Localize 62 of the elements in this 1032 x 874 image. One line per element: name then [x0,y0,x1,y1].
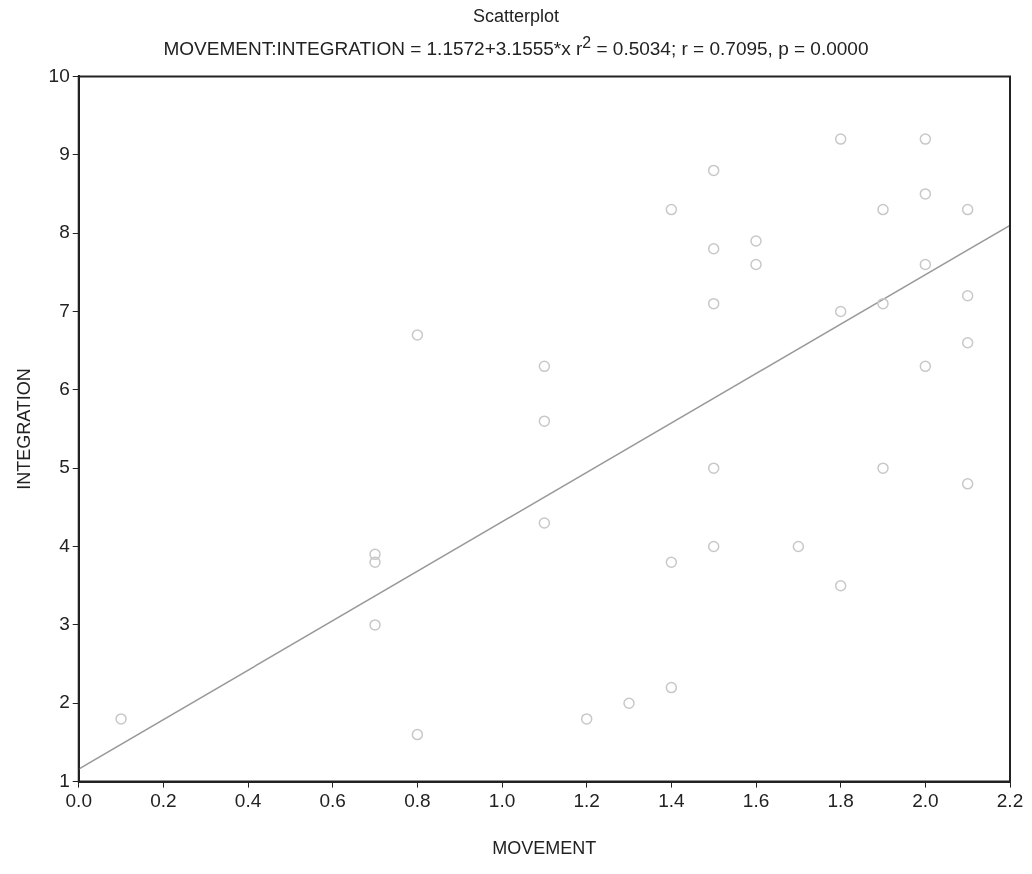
point [961,290,974,302]
point [750,235,762,247]
point [707,243,720,255]
x-axis-title: MOVEMENT [492,838,597,859]
x-tick-label: 0.4 [234,790,262,812]
point [834,305,847,318]
point [665,203,678,216]
point [369,619,381,631]
x-tick-label: 1.0 [488,790,516,812]
point [411,329,424,341]
y-tick-label: 8 [59,221,70,243]
point [538,415,551,427]
point [919,188,932,200]
y-tick-label: 2 [59,691,70,713]
y-tick-label: 9 [59,142,70,164]
point [707,297,720,310]
point [538,517,551,529]
point [877,297,889,310]
y-tick-label: 5 [59,456,70,478]
point [919,360,932,373]
point [538,360,551,373]
point [411,728,424,741]
point [707,462,720,474]
y-tick-label: 4 [59,534,71,556]
point [580,713,593,725]
y-axis-title: INTEGRATION [13,368,34,490]
x-tick-label: 1.4 [658,790,685,812]
y-tick-label: 10 [48,64,70,86]
point [792,540,805,553]
chart-title: Scatterplot [471,6,560,27]
point [961,203,974,216]
point [961,478,974,490]
point [919,133,932,145]
point [369,556,381,568]
chart-subtitle: MOVEMENT:INTEGRATION = 1.1572+3.1555*x r$^{2}$ = 0.5034; r = 0.7095, p = 0.0000 [162,34,870,61]
x-tick-label: 1.6 [742,790,770,812]
point [665,681,678,694]
point [750,258,762,271]
x-tick-label: 0.8 [404,790,431,812]
point [919,258,932,271]
x-tick-label: 0.6 [319,790,346,812]
point [665,556,678,568]
point [961,337,974,349]
y-tick-label: 3 [59,613,70,635]
point [369,548,381,561]
y-tick-label: 1 [59,769,70,791]
x-tick-label: 0.2 [150,790,177,812]
point [834,579,847,592]
point [877,203,889,216]
x-tick-label: 2.2 [996,790,1024,812]
x-tick-label: 1.2 [573,790,600,812]
y-tick-label: 7 [59,299,70,321]
point [877,462,889,474]
point [707,540,720,553]
point [834,133,847,145]
y-tick-label: 6 [59,378,70,400]
x-tick-label: 2.0 [912,790,939,812]
x-tick-label: 0.0 [65,790,92,812]
x-tick-label: 1.8 [827,790,854,812]
point [707,164,720,177]
point [623,697,635,709]
point [115,713,127,725]
